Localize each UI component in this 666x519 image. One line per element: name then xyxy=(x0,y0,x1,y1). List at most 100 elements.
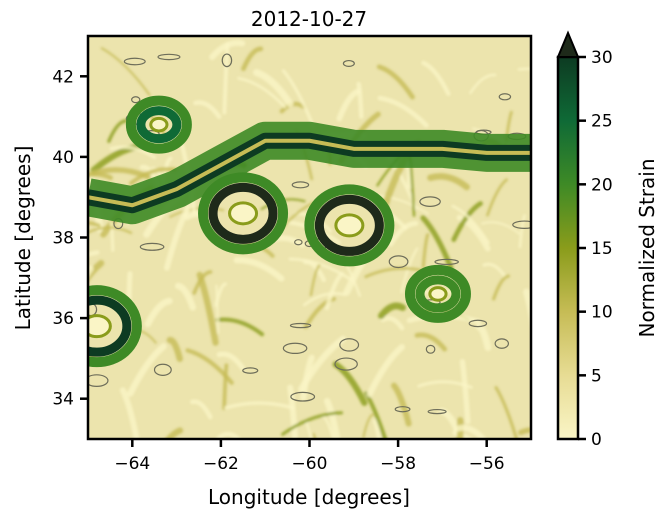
texture-streak xyxy=(421,233,430,269)
texture-streak xyxy=(366,343,406,398)
texture-streak xyxy=(309,264,321,297)
colorbar-tick-label: 25 xyxy=(591,112,613,132)
texture-streak xyxy=(166,336,183,362)
texture-streak xyxy=(88,221,101,228)
x-tick-label: −58 xyxy=(380,454,416,474)
contour-loop xyxy=(342,59,355,67)
texture-streak xyxy=(163,204,192,271)
texture-streak xyxy=(459,359,471,425)
texture-streak xyxy=(492,274,510,301)
texture-streak xyxy=(451,204,490,245)
texture-streak xyxy=(372,418,382,439)
x-tick-label: −64 xyxy=(114,454,150,474)
contour-loop xyxy=(282,342,308,354)
contour-loop xyxy=(419,196,441,207)
texture-streak xyxy=(224,401,296,410)
texture-streak xyxy=(456,214,491,252)
texture-streak xyxy=(364,266,426,279)
contour-loop xyxy=(88,374,109,387)
colorbar-tick-label: 10 xyxy=(591,303,613,323)
texture-streak xyxy=(302,291,347,307)
eddy-center xyxy=(149,116,169,133)
texture-streak xyxy=(222,363,229,411)
chart-title: 2012-10-27 xyxy=(251,7,367,31)
texture-streak xyxy=(107,119,128,143)
texture-streak xyxy=(174,282,197,311)
texture-streak xyxy=(237,76,287,109)
texture-streak xyxy=(196,271,219,346)
contour-loop xyxy=(512,220,531,229)
texture-streak xyxy=(193,100,222,120)
texture-streak xyxy=(144,297,173,328)
eddy-core-ring xyxy=(208,182,278,244)
colorbar-label: Normalized Strain xyxy=(635,158,659,337)
contour-loop xyxy=(290,391,316,402)
texture-streak xyxy=(380,315,405,331)
colorbar-scale xyxy=(556,55,580,441)
texture-streak xyxy=(129,167,177,186)
texture-streak xyxy=(312,432,317,439)
contour-loop xyxy=(221,53,233,68)
colorbar-extend-arrow xyxy=(556,30,580,58)
x-axis-label: Longitude [degrees] xyxy=(208,485,410,509)
texture-streak xyxy=(388,220,419,247)
contour-loop xyxy=(427,408,447,415)
texture-streak xyxy=(88,226,133,235)
texture-streak xyxy=(90,167,151,180)
contour-loop xyxy=(123,57,146,66)
texture-streak xyxy=(88,250,100,258)
texture-streak xyxy=(376,64,415,100)
y-tick-label: 38 xyxy=(52,229,74,249)
texture-streak xyxy=(356,81,364,119)
eddy-core-ring xyxy=(88,295,132,357)
texture-streak xyxy=(281,69,316,130)
texture-streak xyxy=(109,220,115,252)
texture-streak xyxy=(169,207,225,218)
texture-streak xyxy=(324,271,344,311)
texture-streak xyxy=(281,411,343,436)
texture-streak xyxy=(233,257,285,282)
contour-loop xyxy=(291,181,310,189)
contour-loop xyxy=(434,258,459,266)
eddy-core-ring xyxy=(314,194,384,256)
texture-streak xyxy=(288,257,354,282)
y-tick-label: 40 xyxy=(52,148,74,168)
contour-loop xyxy=(131,96,141,104)
eddy-outer-ring xyxy=(88,285,142,368)
texture-streak xyxy=(222,42,230,115)
texture-streak xyxy=(241,46,264,72)
eddy-outer-ring xyxy=(404,264,471,323)
colorbar-tick-label: 0 xyxy=(591,430,602,450)
eddy-outer-ring xyxy=(198,172,289,255)
texture-streak xyxy=(216,351,246,371)
eddy-center xyxy=(334,213,365,238)
colorbar-tick-label: 5 xyxy=(591,366,602,386)
y-axis-label: Latitude [degrees] xyxy=(11,146,35,331)
texture-streak xyxy=(364,391,388,439)
texture-streak xyxy=(215,317,265,337)
contour-loop xyxy=(294,239,303,246)
texture-streak xyxy=(427,173,470,191)
texture-streak xyxy=(377,302,407,320)
texture-streak xyxy=(517,67,531,71)
eddy-center xyxy=(88,314,112,339)
contour-loop xyxy=(242,367,259,374)
contour-loop xyxy=(157,53,181,61)
contour-loop xyxy=(334,357,358,371)
colorbar: 0 5 10 15 20 25 30 Normalized Strain xyxy=(556,30,659,450)
eddy-core-ring xyxy=(136,106,182,144)
texture-streak xyxy=(209,39,246,61)
y-axis: 34 36 38 40 42 xyxy=(52,67,88,410)
contour-loop xyxy=(289,322,312,329)
texture-streak xyxy=(215,284,220,334)
eddy-center xyxy=(228,201,259,226)
colorbar-ticks: 0 5 10 15 20 25 30 xyxy=(578,48,613,450)
texture-streak xyxy=(252,69,294,108)
contour-loop xyxy=(425,344,436,354)
texture-streak xyxy=(377,95,429,128)
colorbar-tick-label: 30 xyxy=(591,48,613,68)
texture-streak xyxy=(189,399,213,420)
eddy-outer-ring xyxy=(304,184,395,267)
texture-streak xyxy=(119,387,140,439)
